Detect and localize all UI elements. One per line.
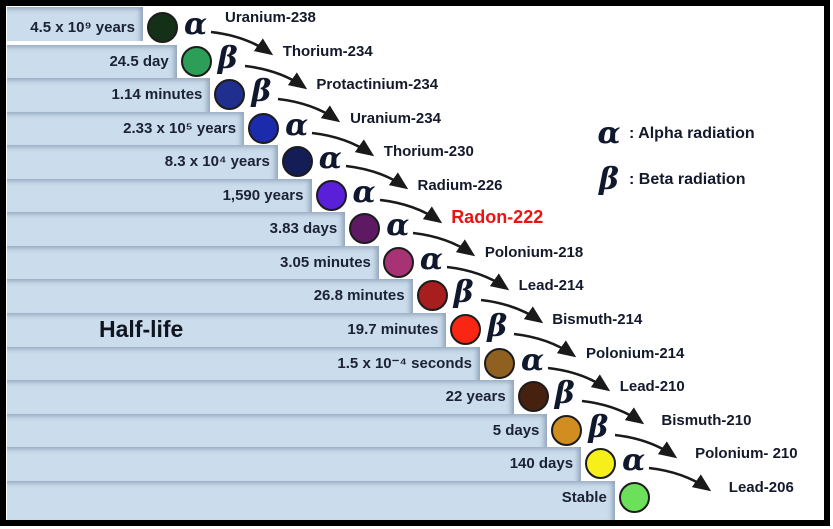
half-life-label: 3.83 days <box>269 220 338 238</box>
isotope-circle <box>214 79 246 111</box>
isotope-label: Thorium-230 <box>383 143 474 161</box>
half-life-label: 22 years <box>445 388 506 406</box>
staircase-step <box>7 312 447 348</box>
staircase-step <box>7 44 177 79</box>
half-life-label: 24.5 day <box>109 52 169 70</box>
half-life-label: 26.8 minutes <box>313 287 405 305</box>
staircase-step <box>7 447 582 482</box>
isotope-circle <box>147 12 178 43</box>
isotope-circle <box>618 481 650 513</box>
isotope-label: Polonium-214 <box>586 344 685 362</box>
radiation-symbol-alpha: α <box>318 141 342 177</box>
isotope-circle <box>517 381 549 413</box>
isotope-label: Uranium-234 <box>350 109 441 127</box>
isotope-circle <box>281 146 313 178</box>
beta-symbol-icon: β <box>599 162 619 197</box>
staircase-step <box>7 346 480 381</box>
isotope-circle <box>450 313 482 345</box>
decay-arrow <box>210 30 274 56</box>
staircase-step <box>7 380 514 415</box>
decay-arrow <box>345 164 408 190</box>
decay-arrow <box>446 265 510 291</box>
half-life-label: Stable <box>561 488 607 506</box>
decay-arrow <box>480 299 543 324</box>
staircase-step <box>7 413 548 448</box>
isotope-label: Lead-210 <box>619 378 685 396</box>
half-life-label: 8.3 x 10⁴ years <box>164 153 270 171</box>
staircase-step <box>7 480 615 520</box>
radiation-symbol-alpha: α <box>352 174 376 210</box>
isotope-label: Protactinium-234 <box>316 76 439 94</box>
isotope-label: Polonium-218 <box>484 243 584 261</box>
half-life-title: Half-life <box>99 316 184 342</box>
decay-arrow <box>648 466 712 492</box>
staircase-step <box>7 245 379 281</box>
radiation-symbol-beta: β <box>251 74 272 110</box>
isotope-label: Lead-214 <box>518 277 584 295</box>
isotope-label: Radon-222 <box>451 207 544 228</box>
isotope-circle <box>416 280 448 312</box>
half-life-label: 5 days <box>492 421 540 439</box>
radiation-symbol-beta: β <box>217 40 238 76</box>
decay-arrow <box>547 366 611 391</box>
half-life-label: 3.05 minutes <box>280 253 371 271</box>
decay-arrow <box>514 332 577 358</box>
radiation-symbol-alpha: α <box>184 7 208 42</box>
isotope-circle <box>349 213 381 245</box>
decay-arrow <box>615 433 678 458</box>
isotope-label: Polonium- 210 <box>695 445 798 463</box>
radiation-symbol-alpha: α <box>386 208 410 244</box>
half-life-label: 1,590 years <box>222 186 304 204</box>
decay-arrow <box>413 232 476 257</box>
radiation-symbol-beta: β <box>588 409 609 445</box>
radiation-legend: α : Alpha radiation β : Beta radiation <box>593 116 755 196</box>
decay-arrow <box>379 198 442 224</box>
half-life-label: 19.7 minutes <box>347 320 439 338</box>
staircase-step <box>7 212 346 247</box>
decay-arrow <box>244 64 307 89</box>
radiation-symbol-alpha: α <box>622 443 646 479</box>
radiation-symbol-alpha: α <box>521 342 545 378</box>
isotope-label: Radium-226 <box>417 176 503 194</box>
decay-arrow <box>311 131 375 156</box>
half-life-label: 2.33 x 10⁵ years <box>123 119 237 137</box>
half-life-label: 140 days <box>509 455 574 473</box>
staircase-step <box>7 7 143 42</box>
staircase-step <box>7 279 413 314</box>
isotope-circle <box>180 45 212 77</box>
radiation-symbol-alpha: α <box>285 107 309 143</box>
isotope-circle <box>484 347 515 379</box>
isotope-label: Bismuth-214 <box>552 310 643 328</box>
legend-beta-row: β : Beta radiation <box>593 164 755 196</box>
staircase-step <box>7 78 211 113</box>
isotope-label: Bismuth-210 <box>661 411 752 429</box>
half-life-label: 1.14 minutes <box>111 86 203 104</box>
isotope-label: Lead-206 <box>728 478 794 496</box>
radiation-symbol-beta: β <box>554 376 575 412</box>
radiation-symbol-beta: β <box>487 308 508 344</box>
alpha-symbol-icon: α <box>597 116 621 151</box>
half-life-label: 4.5 x 10⁹ years <box>30 19 135 36</box>
isotope-circle <box>248 112 280 144</box>
decay-arrow <box>581 399 644 425</box>
isotope-circle <box>315 179 347 211</box>
decay-arrow <box>278 97 341 123</box>
staircase-step <box>7 111 245 146</box>
half-life-label: 1.5 x 10⁻⁴ seconds <box>337 354 472 372</box>
radiation-symbol-beta: β <box>453 275 474 311</box>
staircase-step <box>7 145 278 180</box>
isotope-circle <box>551 414 583 446</box>
staircase-step <box>7 178 312 214</box>
legend-beta-label: : Beta radiation <box>629 171 746 188</box>
isotope-circle <box>585 448 617 480</box>
legend-alpha-label: : Alpha radiation <box>629 125 755 142</box>
isotope-label: Thorium-234 <box>282 42 373 60</box>
legend-alpha-row: α : Alpha radiation <box>593 116 755 151</box>
radiation-symbol-alpha: α <box>419 241 443 277</box>
isotope-label: Uranium-238 <box>225 9 316 26</box>
isotope-circle <box>382 246 414 278</box>
